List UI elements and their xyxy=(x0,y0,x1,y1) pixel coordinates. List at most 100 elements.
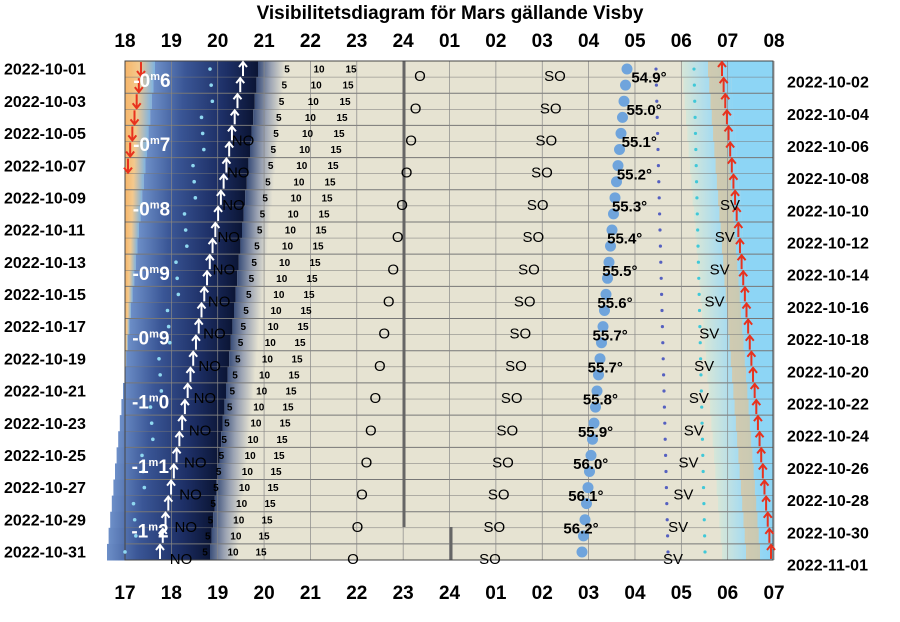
daylight-band xyxy=(747,286,773,303)
altitude-tick: 10 xyxy=(265,338,277,349)
daylight-band xyxy=(746,270,773,287)
right-date-label: 2022-10-08 xyxy=(787,171,869,188)
altitude-tick: 15 xyxy=(291,354,303,365)
dim-dot xyxy=(701,485,706,490)
transit-altitude-label: 55.6° xyxy=(597,295,632,312)
dim-dot xyxy=(166,324,171,329)
rise-arrow-head xyxy=(720,92,731,100)
transit-altitude-label: 55.1° xyxy=(622,134,657,151)
night-band xyxy=(147,141,250,159)
right-date-label: 2022-10-28 xyxy=(787,493,869,510)
dawn-band xyxy=(708,382,756,400)
dim-dot xyxy=(664,453,668,457)
dim-dot xyxy=(660,292,664,297)
dim-dot xyxy=(168,340,172,345)
dim-dot xyxy=(654,67,658,71)
rise-arrow-head xyxy=(725,140,735,149)
top-hour-label: 18 xyxy=(114,31,135,52)
rise-arrow-head xyxy=(735,237,745,245)
northeast-label: NO xyxy=(227,165,250,182)
twilight-band xyxy=(746,543,760,561)
altitude-tick: 5 xyxy=(205,531,211,542)
twilight-band xyxy=(742,495,757,513)
altitude-tick: 10 xyxy=(262,354,274,365)
dim-dot xyxy=(661,341,665,345)
fade-band xyxy=(240,238,268,255)
magnitude-label: -0m7 xyxy=(133,135,170,156)
northeast-label: NO xyxy=(208,293,231,310)
rise-arrow-head xyxy=(221,157,232,165)
altitude-tick: 5 xyxy=(224,419,230,430)
dim-dot xyxy=(697,308,702,313)
rise-arrow-head xyxy=(754,430,765,438)
rise-arrow-head xyxy=(238,60,248,68)
transit-altitude-label: 55.7° xyxy=(593,327,628,344)
left-date-label: 2022-10-23 xyxy=(4,416,86,433)
daylight-band xyxy=(755,382,773,400)
altitude-tick: 5 xyxy=(232,370,238,381)
bottom-hour-label: 02 xyxy=(532,583,553,604)
fade-band xyxy=(251,125,279,142)
rise-arrow-head xyxy=(759,478,770,487)
daylight-band xyxy=(741,205,773,223)
southeast-label: SO xyxy=(518,261,540,278)
transit-marker xyxy=(588,417,600,429)
dim-dot xyxy=(123,550,127,554)
transit-marker xyxy=(581,498,592,510)
altitude-tick: 5 xyxy=(238,338,244,349)
transit-marker xyxy=(608,208,619,220)
right-date-label: 2022-10-10 xyxy=(787,203,869,220)
altitude-tick: 15 xyxy=(261,515,273,526)
right-date-label: 2022-10-14 xyxy=(787,268,869,285)
set-arrow-head xyxy=(125,150,135,159)
rise-arrow-head xyxy=(753,414,763,422)
rise-arrow-head xyxy=(205,253,215,261)
twilight-band xyxy=(721,238,736,255)
bottom-hour-label: 17 xyxy=(114,583,135,604)
fade-band xyxy=(211,527,240,545)
altitude-tick: 10 xyxy=(227,547,239,558)
altitude-tick: 5 xyxy=(227,403,233,414)
rise-arrow-head xyxy=(216,189,226,197)
east-label: O xyxy=(365,422,377,439)
dim-dot xyxy=(654,83,659,87)
rise-arrow-head xyxy=(235,76,246,84)
fade-band xyxy=(242,221,270,239)
dim-dot xyxy=(656,164,661,168)
east-label: O xyxy=(369,390,381,407)
fade-band xyxy=(243,205,271,223)
daylight-band xyxy=(735,125,773,142)
rise-arrow-head xyxy=(736,253,747,261)
right-date-label: 2022-10-20 xyxy=(787,364,869,381)
daylight-band xyxy=(749,302,773,320)
southeast-label: SO xyxy=(514,293,536,310)
daylight-band xyxy=(730,61,773,78)
daylight-band xyxy=(743,238,773,255)
twilight-band xyxy=(716,173,731,191)
altitude-tick: 10 xyxy=(279,258,291,269)
fade-band xyxy=(214,495,243,513)
dim-dot xyxy=(658,244,663,248)
rise-arrow-head xyxy=(762,511,773,519)
magnitude-label: -1m0 xyxy=(132,393,169,414)
rise-arrow-head xyxy=(722,108,732,116)
northeast-label: NO xyxy=(189,422,212,439)
daylight-band xyxy=(765,511,773,529)
dim-dot xyxy=(663,437,667,441)
transit-altitude-label: 54.9° xyxy=(631,70,666,87)
dim-dot xyxy=(656,131,660,136)
right-date-label: 2022-10-18 xyxy=(787,332,869,349)
east-label: O xyxy=(405,133,417,150)
twilight-band xyxy=(733,382,748,400)
altitude-tick: 10 xyxy=(285,226,297,237)
top-hour-label: 08 xyxy=(763,31,784,52)
northeast-label: NO xyxy=(232,133,255,150)
rise-arrow-head xyxy=(199,285,210,294)
altitude-tick: 10 xyxy=(299,145,311,156)
transit-altitude-label: 55.4° xyxy=(607,231,642,248)
dim-dot xyxy=(131,501,136,506)
bottom-hour-label: 04 xyxy=(624,583,646,604)
dim-dot xyxy=(199,115,204,120)
dim-dot xyxy=(666,534,670,538)
transit-altitude-label: 55.7° xyxy=(588,359,623,376)
